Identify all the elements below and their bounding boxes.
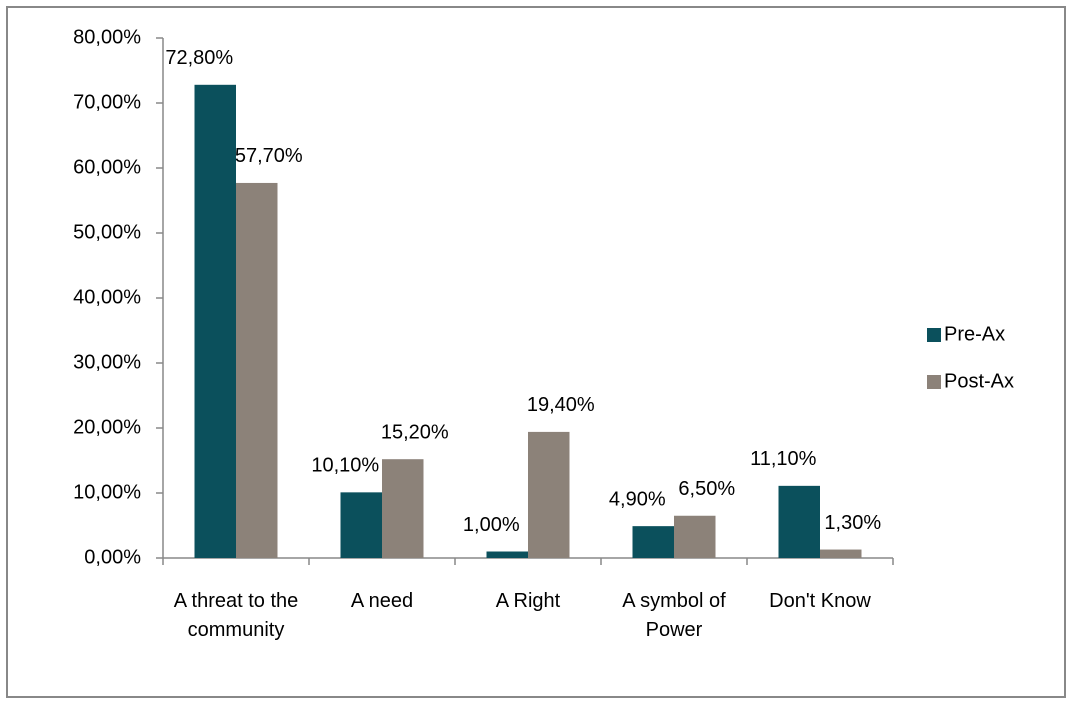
legend-label: Pre-Ax	[944, 323, 1005, 345]
data-label: 15,20%	[381, 421, 449, 443]
y-tick-label: 10,00%	[73, 481, 141, 503]
y-tick-label: 20,00%	[73, 416, 141, 438]
bar	[236, 182, 278, 558]
bar	[528, 431, 570, 558]
data-label: 19,40%	[527, 394, 595, 416]
legend-swatch	[927, 375, 941, 389]
y-tick-label: 80,00%	[73, 26, 141, 48]
legend-label: Post-Ax	[944, 370, 1014, 392]
bar	[778, 485, 820, 558]
bar	[194, 84, 236, 559]
bar	[632, 526, 674, 558]
x-tick-label: Don't Know	[769, 590, 871, 612]
data-label: 1,30%	[824, 512, 881, 534]
data-label: 6,50%	[678, 478, 735, 500]
data-label: 72,80%	[165, 47, 233, 69]
x-tick-label: A need	[350, 590, 414, 612]
x-tick-label: A symbol of Power	[622, 590, 726, 641]
y-tick-label: 60,00%	[73, 156, 141, 178]
bar	[674, 515, 716, 558]
y-tick-label: 50,00%	[73, 221, 141, 243]
y-tick-label: 40,00%	[73, 286, 141, 308]
data-label: 4,90%	[609, 488, 666, 510]
data-label: 11,10%	[750, 448, 817, 470]
x-tick-label: A Right	[495, 590, 561, 612]
chart-border	[6, 6, 1066, 698]
bar	[820, 549, 862, 558]
x-tick-label: A threat to the community	[173, 590, 299, 641]
y-tick-label: 70,00%	[73, 91, 141, 113]
data-label: 57,70%	[235, 145, 303, 167]
bar	[340, 492, 382, 558]
bar	[382, 459, 424, 558]
data-label: 10,10%	[311, 455, 379, 477]
bar	[486, 551, 528, 558]
legend-swatch	[927, 328, 941, 342]
data-label: 1,00%	[463, 514, 520, 536]
y-tick-label: 0,00%	[84, 546, 141, 568]
y-tick-label: 30,00%	[73, 351, 141, 373]
